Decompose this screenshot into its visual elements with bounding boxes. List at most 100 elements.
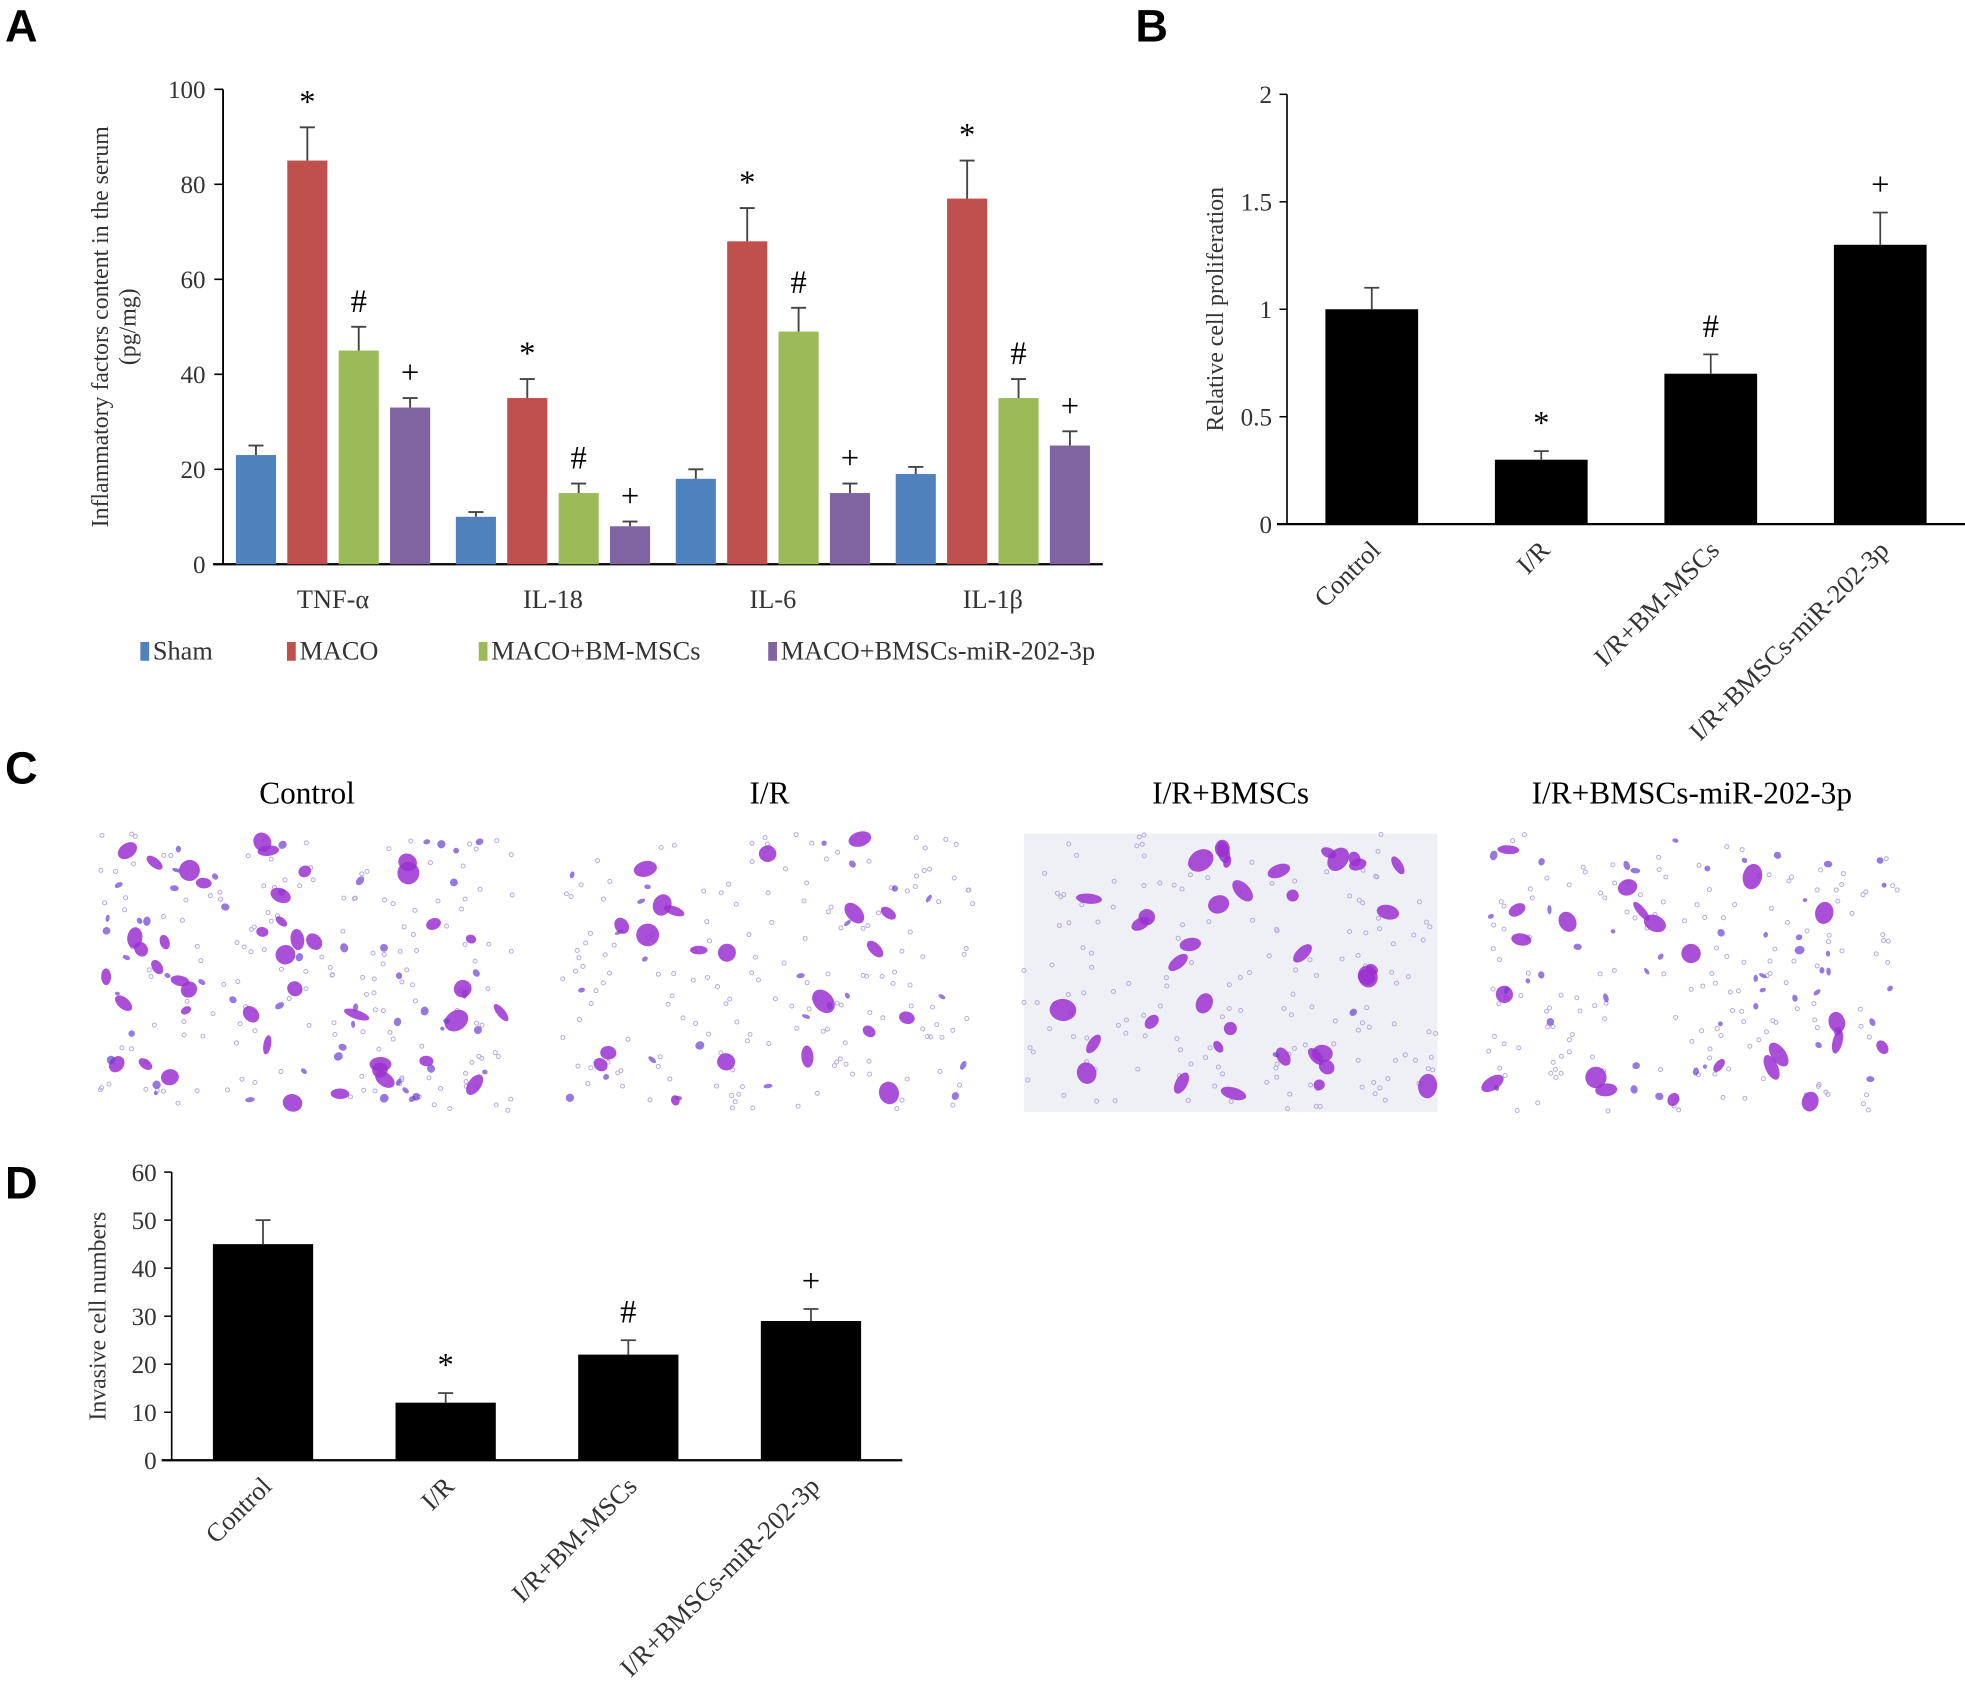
membrane-pore xyxy=(894,1106,900,1112)
significance-marker: * xyxy=(959,118,975,154)
stained-cell xyxy=(636,923,660,947)
stained-cell xyxy=(1188,849,1214,872)
membrane-pore xyxy=(1657,1067,1663,1073)
membrane-pore xyxy=(1610,862,1616,868)
y-tick-label: 10 xyxy=(132,1400,157,1427)
membrane-pore xyxy=(825,971,831,977)
membrane-pore xyxy=(1849,910,1855,916)
membrane-pore xyxy=(427,860,433,866)
membrane-pore xyxy=(1574,995,1580,1001)
stained-cell xyxy=(169,885,179,892)
stained-cell xyxy=(153,1091,158,1096)
membrane-pore xyxy=(1741,959,1747,965)
stained-cell xyxy=(306,933,323,950)
membrane-pore xyxy=(752,954,758,960)
stained-cell xyxy=(1497,845,1520,855)
membrane-pore xyxy=(363,991,369,997)
membrane-pore xyxy=(966,887,972,893)
stained-cell xyxy=(1610,929,1616,934)
membrane-pore xyxy=(1139,841,1145,847)
legend-label: MACO+BMSCs-miR-202-3p xyxy=(781,637,1095,666)
stained-cell xyxy=(1391,856,1405,875)
stained-cell xyxy=(951,1092,960,1100)
membrane-pore xyxy=(1783,980,1789,986)
membrane-pore xyxy=(121,907,128,913)
bar xyxy=(338,350,379,565)
membrane-pore xyxy=(1826,932,1832,938)
panel-label-b: B xyxy=(1135,1,1168,52)
stained-cell xyxy=(242,1006,260,1023)
membrane-pore xyxy=(1187,872,1193,878)
membrane-pore xyxy=(1602,895,1608,901)
membrane-pore xyxy=(1767,971,1773,977)
stained-cell xyxy=(1293,944,1312,963)
stained-cell xyxy=(229,996,237,1004)
membrane-pore xyxy=(866,1058,872,1064)
membrane-pore xyxy=(843,1061,849,1067)
stained-cell xyxy=(245,1097,255,1103)
membrane-pore xyxy=(1188,1061,1194,1067)
legend-swatch xyxy=(140,641,150,661)
membrane-pore xyxy=(1110,904,1116,910)
micrograph-title: I/R+BMSCs xyxy=(1152,776,1309,811)
stained-cell xyxy=(395,972,403,980)
stained-cell xyxy=(475,838,484,846)
membrane-pore xyxy=(221,981,227,987)
stained-cell xyxy=(444,1009,469,1032)
stained-cell xyxy=(1232,880,1253,902)
stained-cell xyxy=(1881,882,1887,888)
membrane-pore xyxy=(671,842,677,848)
membrane-pore xyxy=(1308,1082,1314,1088)
membrane-pore xyxy=(341,895,347,901)
significance-marker: * xyxy=(519,336,535,372)
stained-cell xyxy=(1481,1074,1504,1093)
x-tick-label: Control xyxy=(200,1472,277,1549)
membrane-pore xyxy=(729,1105,735,1111)
membrane-pore xyxy=(1514,1107,1520,1113)
membrane-pore xyxy=(727,996,733,1002)
stained-cell xyxy=(198,979,206,986)
membrane-pore xyxy=(560,976,566,982)
membrane-pore xyxy=(928,1034,934,1040)
membrane-pore xyxy=(1385,1076,1391,1082)
stained-cell xyxy=(136,917,143,924)
membrane-pore xyxy=(831,1063,837,1069)
stained-cell xyxy=(1672,838,1679,843)
membrane-pore xyxy=(1839,948,1845,954)
membrane-pore xyxy=(1527,886,1533,892)
stained-cell xyxy=(143,916,151,926)
membrane-pore xyxy=(920,954,926,960)
membrane-pore xyxy=(476,1053,482,1059)
membrane-pore xyxy=(907,982,913,988)
membrane-pore xyxy=(332,1032,338,1038)
membrane-pore xyxy=(371,990,377,996)
stained-cell xyxy=(1376,904,1400,920)
membrane-pore xyxy=(1558,1070,1564,1076)
membrane-pore xyxy=(865,923,871,929)
membrane-pore xyxy=(1550,1059,1556,1065)
stained-cell xyxy=(493,1004,509,1022)
membrane-pore xyxy=(241,944,247,950)
stained-cell xyxy=(122,955,131,960)
membrane-pore xyxy=(198,958,204,964)
stained-cell xyxy=(1630,1085,1638,1094)
stained-cell xyxy=(891,885,898,892)
membrane-pore xyxy=(1058,894,1064,900)
membrane-pore xyxy=(1814,887,1820,893)
membrane-pore xyxy=(278,966,284,972)
stained-cell xyxy=(1313,1079,1325,1091)
stained-cell xyxy=(427,1064,436,1073)
membrane-pore xyxy=(704,919,710,925)
bar xyxy=(727,241,768,565)
membrane-pore xyxy=(431,1102,437,1108)
stained-cell xyxy=(1815,1042,1822,1049)
membrane-pore xyxy=(658,844,664,850)
membrane-pore xyxy=(217,889,223,895)
membrane-pore xyxy=(184,998,190,1004)
membrane-pore xyxy=(1818,867,1824,873)
membrane-pore xyxy=(235,979,241,985)
membrane-pore xyxy=(477,886,483,892)
membrane-pore xyxy=(128,1046,134,1052)
membrane-pore xyxy=(1411,932,1417,938)
significance-marker: + xyxy=(621,478,639,514)
